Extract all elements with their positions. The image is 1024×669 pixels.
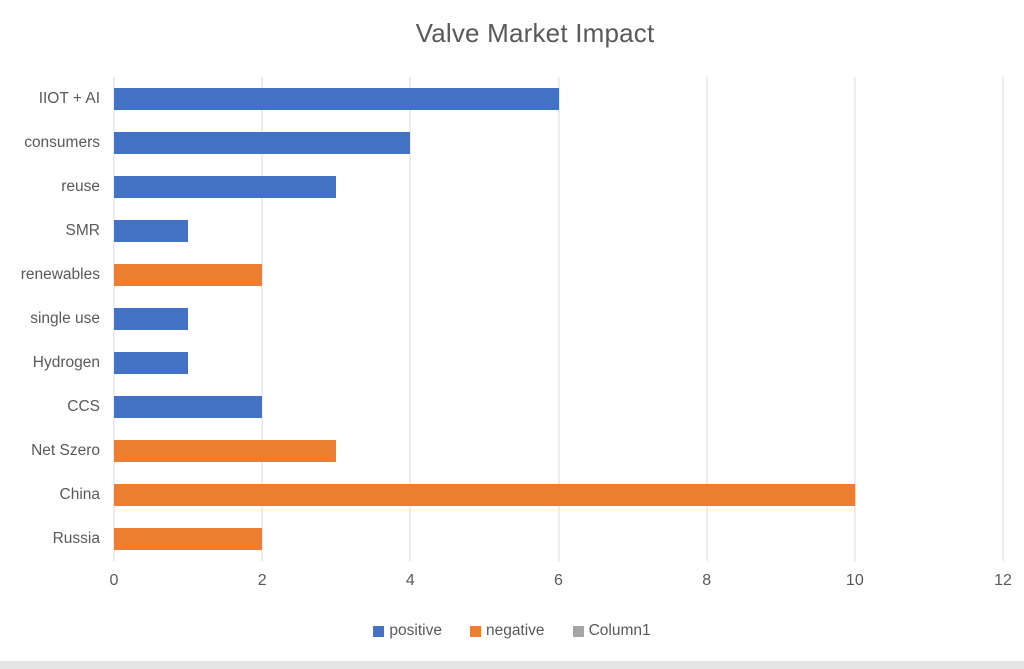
category-label: SMR	[65, 222, 100, 239]
category-axis-labels: IIOT + AI consumers reuse SMR renewables sing…	[0, 77, 100, 561]
bar	[114, 528, 263, 550]
bar	[114, 220, 189, 242]
gridline	[409, 77, 411, 561]
category-label: IIOT + AI	[38, 90, 100, 107]
legend-item: positive	[373, 622, 442, 640]
category-label: Hydrogen	[32, 354, 100, 371]
gridline	[261, 77, 263, 561]
bar	[114, 440, 337, 462]
bar	[114, 308, 189, 330]
bar	[114, 396, 263, 418]
legend-label: Column1	[588, 622, 651, 639]
category-label: single use	[30, 310, 100, 327]
category-label: Russia	[52, 530, 100, 547]
window-edge-strip	[0, 661, 1024, 669]
x-tick-label: 0	[109, 572, 119, 589]
gridline	[854, 77, 856, 561]
category-label: consumers	[24, 134, 100, 151]
bar	[114, 264, 263, 286]
gridline	[706, 77, 708, 561]
legend-label: positive	[389, 622, 442, 639]
bar	[114, 132, 411, 154]
x-tick-label: 4	[405, 572, 415, 589]
bar	[114, 88, 559, 110]
x-tick-label: 2	[257, 572, 267, 589]
legend-swatch-icon	[469, 625, 481, 637]
plot-area	[113, 77, 1004, 561]
legend-label: negative	[485, 622, 545, 639]
legend-swatch-icon	[373, 625, 385, 637]
category-label: CCS	[67, 398, 100, 415]
x-tick-label: 10	[845, 572, 864, 589]
chart-title: Valve Market Impact	[415, 18, 655, 48]
gridline	[1002, 77, 1004, 561]
legend-swatch-icon	[572, 625, 584, 637]
bar	[114, 484, 855, 506]
bar	[114, 352, 189, 374]
category-label: renewables	[20, 266, 100, 283]
x-tick-label: 8	[702, 572, 712, 589]
category-label: reuse	[61, 178, 100, 195]
x-tick-label: 12	[994, 572, 1012, 589]
bar	[114, 176, 337, 198]
category-label: Net Szero	[31, 442, 100, 459]
category-label: China	[59, 486, 101, 503]
x-axis: 0 2 4 6 8 10 12	[110, 572, 1012, 596]
legend-item: negative	[469, 622, 545, 640]
legend-item: Column1	[572, 622, 651, 640]
gridline	[558, 77, 559, 561]
x-tick-label: 6	[554, 572, 563, 589]
legend: positive negative Column1	[0, 622, 1024, 640]
